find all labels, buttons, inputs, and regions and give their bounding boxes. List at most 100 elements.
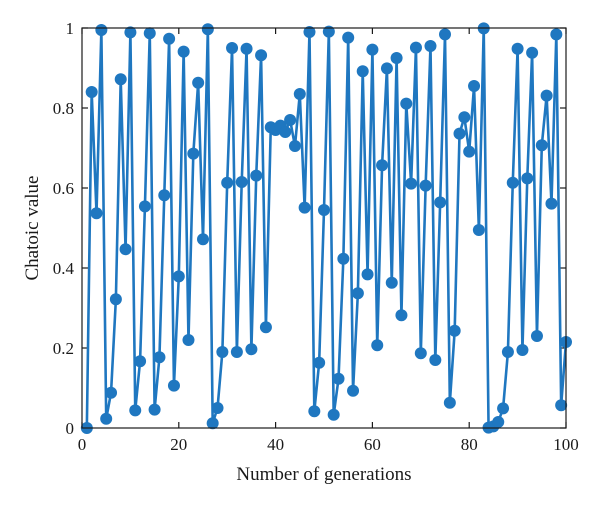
data-point: [400, 97, 413, 110]
data-point: [414, 347, 427, 360]
data-point: [463, 145, 476, 158]
data-point: [303, 26, 316, 38]
y-tick-label: 0.4: [53, 259, 75, 278]
data-point: [366, 43, 379, 56]
data-point: [380, 62, 393, 75]
data-point: [250, 169, 263, 182]
data-point: [501, 346, 514, 358]
series-layer: [80, 22, 572, 434]
data-point: [206, 417, 219, 430]
data-point: [192, 76, 205, 89]
data-point: [516, 344, 529, 356]
data-point: [105, 386, 118, 399]
data-point: [497, 402, 510, 415]
data-point: [216, 346, 229, 358]
data-point: [535, 139, 548, 152]
y-tick-label: 1: [66, 19, 75, 38]
data-point: [448, 324, 461, 337]
data-point: [284, 114, 297, 126]
data-point: [313, 356, 326, 369]
data-point: [337, 252, 350, 265]
x-tick-label: 40: [267, 435, 284, 454]
data-point: [545, 197, 558, 210]
data-point: [129, 404, 142, 417]
data-point: [259, 321, 272, 334]
data-point: [371, 339, 384, 352]
data-point: [230, 346, 243, 358]
data-point: [405, 177, 418, 190]
data-point: [434, 196, 447, 209]
tick-labels: 0 20 40 60 80 100 0 0.2 0.4 0.6 0.8 1: [53, 19, 579, 454]
data-point: [90, 207, 103, 220]
data-point: [226, 42, 239, 54]
series-line: [85, 27, 568, 429]
data-point: [327, 408, 340, 421]
data-point: [172, 270, 185, 283]
data-point: [555, 399, 568, 412]
data-point: [540, 89, 553, 102]
data-point: [356, 65, 369, 78]
data-point: [163, 32, 176, 45]
data-point: [526, 46, 539, 59]
data-point: [424, 40, 437, 52]
data-point: [492, 416, 505, 428]
x-tick-label: 60: [364, 435, 381, 454]
data-point: [177, 45, 190, 58]
data-point: [468, 80, 481, 92]
plot-frame: [81, 27, 567, 429]
y-tick-label: 0: [66, 419, 75, 438]
data-point: [235, 176, 248, 188]
data-point: [395, 309, 408, 322]
data-point: [109, 293, 122, 306]
data-point: [240, 42, 253, 55]
data-point: [506, 176, 519, 189]
data-point: [511, 42, 524, 55]
data-point: [114, 73, 127, 86]
data-point: [530, 330, 543, 342]
data-point: [318, 204, 330, 216]
data-point: [288, 140, 301, 152]
data-point: [472, 224, 485, 236]
data-point: [453, 127, 466, 140]
data-point: [347, 384, 360, 397]
data-point: [182, 334, 195, 346]
data-point: [351, 287, 364, 300]
data-point: [85, 86, 98, 98]
data-point: [385, 276, 398, 289]
data-point: [419, 179, 432, 192]
data-point: [119, 243, 132, 256]
data-point: [521, 172, 534, 185]
y-tick-label: 0.2: [53, 339, 74, 358]
x-tick-label: 20: [170, 435, 187, 454]
x-tick-label: 80: [461, 435, 478, 454]
data-point: [308, 405, 321, 418]
data-point: [167, 379, 180, 392]
data-point: [255, 49, 268, 62]
y-axis-label: Chatoic value: [22, 176, 43, 281]
data-point: [439, 28, 451, 41]
data-point: [153, 351, 166, 364]
x-tick-label: 100: [553, 435, 579, 454]
data-point: [197, 233, 209, 246]
data-point: [158, 189, 171, 202]
data-point: [458, 111, 471, 124]
y-tick-label: 0.6: [53, 179, 74, 198]
y-tick-label: 0.8: [53, 99, 74, 118]
data-point: [332, 372, 345, 385]
data-point: [293, 88, 306, 100]
data-point: [187, 147, 200, 160]
data-point: [211, 402, 224, 414]
data-point: [100, 412, 113, 425]
data-point: [124, 26, 137, 39]
data-point: [201, 23, 214, 36]
data-point: [245, 343, 258, 356]
data-point: [443, 396, 456, 409]
data-point: [376, 159, 389, 172]
data-point: [134, 355, 147, 368]
data-point: [429, 354, 442, 366]
data-point: [221, 176, 234, 189]
data-point: [279, 126, 292, 138]
x-tick-label: 0: [78, 435, 87, 454]
data-point: [143, 27, 156, 40]
